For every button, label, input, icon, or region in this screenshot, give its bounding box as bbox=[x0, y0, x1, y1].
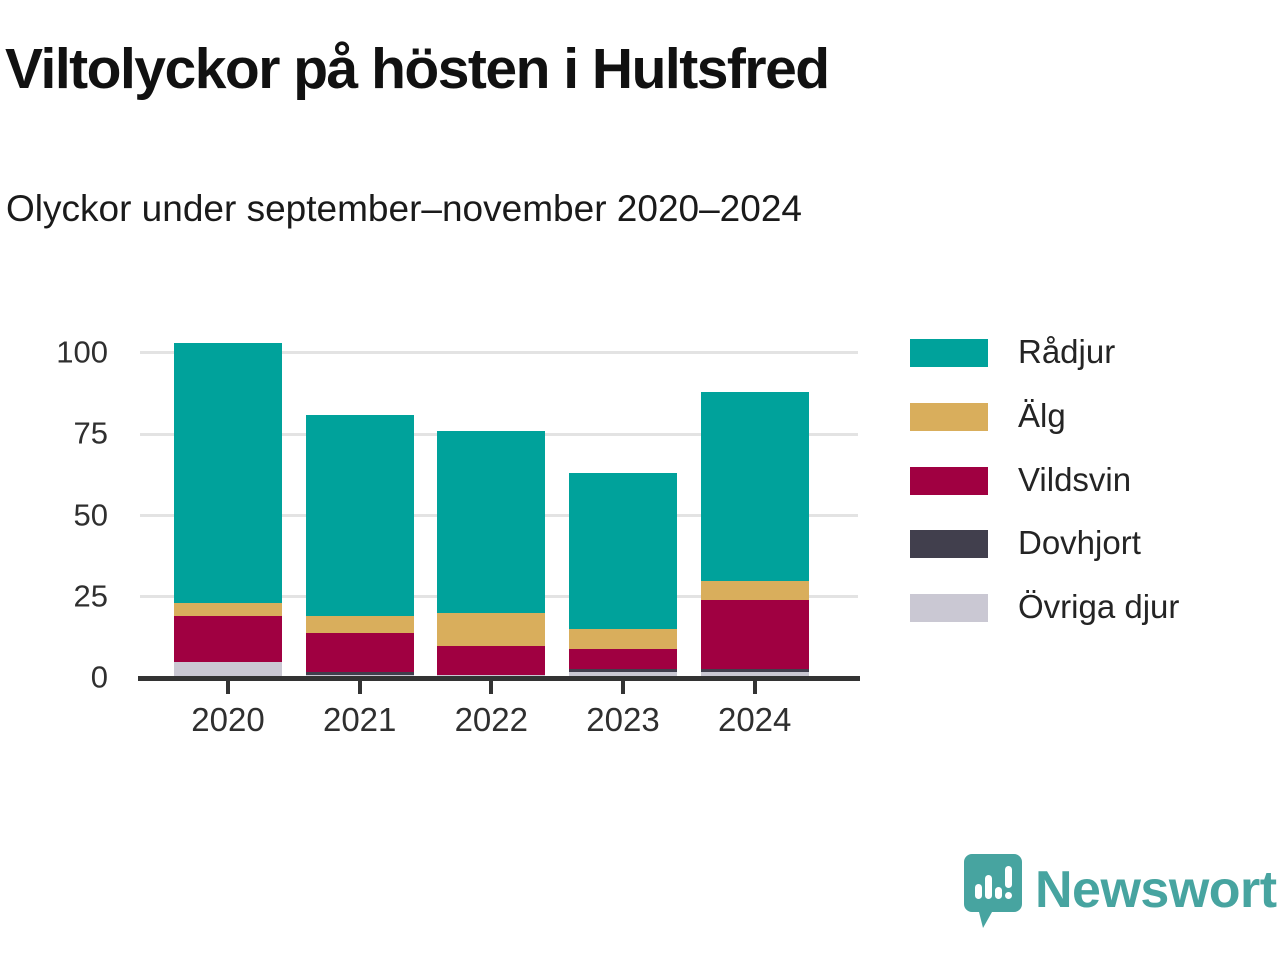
x-axis-line bbox=[138, 675, 860, 681]
bar-segment-2021-Vildsvin bbox=[305, 632, 414, 672]
bar-segment-2024-Älg bbox=[700, 580, 809, 601]
bar-segment-2024-Dovhjort bbox=[700, 668, 809, 672]
bar-segment-2023-Dovhjort bbox=[569, 668, 677, 672]
brand-name: Newsworthy bbox=[1035, 861, 1280, 919]
bar-segment-2023-Övriga djur bbox=[569, 671, 677, 679]
legend-swatch-Vildsvin bbox=[910, 466, 988, 495]
chart-subtitle: Olyckor under september–november 2020–20… bbox=[6, 188, 802, 229]
x-tick-label-2021: 2021 bbox=[322, 701, 397, 738]
x-tick-label-2023: 2023 bbox=[586, 701, 660, 738]
y-tick-label-75: 75 bbox=[73, 415, 108, 451]
x-tick-label-2020: 2020 bbox=[191, 701, 265, 738]
y-tick-label-25: 25 bbox=[73, 578, 108, 614]
x-tick-2023 bbox=[621, 681, 625, 694]
x-tick-2022 bbox=[489, 681, 494, 694]
bar-segment-2022-Rådjur bbox=[437, 430, 546, 614]
bar-segment-2024-Vildsvin bbox=[700, 600, 809, 669]
bar-segment-2020-Rådjur bbox=[174, 342, 282, 604]
y-tick-label-100: 100 bbox=[56, 333, 108, 369]
legend-swatch-Älg bbox=[910, 402, 988, 431]
bar-segment-2021-Dovhjort bbox=[305, 671, 414, 676]
legend-label-Älg: Älg bbox=[1018, 396, 1066, 434]
legend-label-Rådjur: Rådjur bbox=[1018, 333, 1116, 370]
bar-segment-2022-Älg bbox=[437, 613, 546, 646]
legend-label-Dovhjort: Dovhjort bbox=[1018, 524, 1141, 562]
bar-segment-2020-Vildsvin bbox=[174, 616, 282, 662]
legend-label-Övriga djur: Övriga djur bbox=[1018, 588, 1180, 626]
chart-title: Viltolyckor på hösten i Hultsfred bbox=[5, 37, 830, 101]
legend-swatch-Dovhjort bbox=[910, 530, 988, 559]
legend-swatch-Rådjur bbox=[910, 339, 988, 367]
newsworthy-logo-icon bbox=[963, 853, 1025, 938]
bar-segment-2021-Älg bbox=[305, 616, 414, 633]
x-tick-2021 bbox=[357, 681, 362, 694]
bar-segment-2023-Vildsvin bbox=[569, 648, 677, 669]
bar-segment-2022-Vildsvin bbox=[437, 645, 546, 676]
x-tick-2020 bbox=[226, 681, 230, 694]
bar-segment-2024-Rådjur bbox=[700, 391, 809, 581]
x-tick-label-2022: 2022 bbox=[454, 701, 528, 738]
bar-segment-2020-Övriga djur bbox=[174, 662, 282, 679]
x-tick-2024 bbox=[752, 681, 757, 694]
bar-segment-2023-Älg bbox=[569, 629, 677, 649]
legend-swatch-Övriga djur bbox=[910, 594, 988, 623]
y-tick-label-50: 50 bbox=[73, 496, 108, 532]
bar-segment-2024-Övriga djur bbox=[700, 671, 809, 679]
x-tick-label-2024: 2024 bbox=[717, 701, 792, 738]
legend-label-Vildsvin: Vildsvin bbox=[1018, 460, 1132, 498]
gridline-100 bbox=[140, 351, 858, 355]
bar-segment-2021-Rådjur bbox=[305, 414, 414, 617]
bar-segment-2023-Rådjur bbox=[569, 473, 677, 630]
bar-segment-2020-Älg bbox=[174, 603, 282, 617]
y-tick-label-0: 0 bbox=[90, 659, 108, 695]
